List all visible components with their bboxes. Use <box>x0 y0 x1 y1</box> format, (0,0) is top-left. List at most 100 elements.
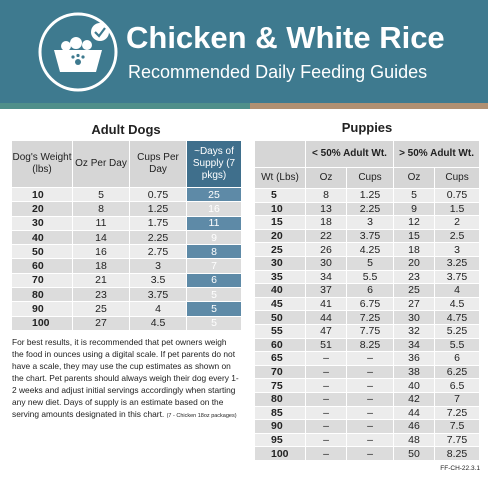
cell: 6.5 <box>435 379 480 392</box>
cell: 8 <box>306 189 346 202</box>
row: 10 13 2.25 9 1.5 <box>255 202 480 216</box>
cell: 5 <box>394 189 435 202</box>
row: 25 26 4.25 18 3 <box>255 243 480 256</box>
cell: – <box>306 379 346 392</box>
cell: 5 <box>347 256 394 270</box>
cell: 38 <box>394 365 435 379</box>
column-header: Oz <box>394 168 435 188</box>
cell: 9 <box>394 202 435 216</box>
cell: 8.25 <box>347 338 394 352</box>
cell: 50 <box>255 311 305 324</box>
cell: 2.25 <box>347 202 394 216</box>
cell: – <box>347 379 394 392</box>
cell: – <box>347 433 394 447</box>
cell: 7.5 <box>435 420 480 433</box>
cell: – <box>306 352 346 365</box>
cell: 16 <box>187 202 241 216</box>
cell: 25 <box>255 243 305 256</box>
cell: 9 <box>187 230 241 245</box>
cell: 25 <box>73 302 129 316</box>
cell: 18 <box>306 216 346 229</box>
cell: 35 <box>255 270 305 284</box>
cell: 34 <box>394 338 435 352</box>
row: 55 47 7.75 32 5.25 <box>255 324 480 338</box>
column-header: Dog's Weight (lbs) <box>12 141 72 187</box>
row: 50 16 2.75 8 <box>12 245 241 259</box>
cell: 5.5 <box>347 270 394 284</box>
cell: 46 <box>394 420 435 433</box>
cell: 21 <box>73 273 129 288</box>
cell: 3.5 <box>130 273 186 288</box>
cell: 25 <box>187 188 241 202</box>
cell: – <box>347 365 394 379</box>
row: 65– –36 6 <box>255 352 480 365</box>
column-header: Cups Per Day <box>130 141 186 187</box>
row: 5 8 1.25 5 0.75 <box>255 189 480 202</box>
cell: 11 <box>187 216 241 230</box>
cell: 22 <box>306 229 346 243</box>
cell: 30 <box>306 256 346 270</box>
bowl-icon <box>38 12 118 92</box>
row: 20 8 1.25 16 <box>12 202 241 216</box>
puppies-table: < 50% Adult Wt. > 50% Adult Wt. Wt (Lbs) Oz… <box>254 140 480 461</box>
note: For best results, it is recommended that… <box>12 336 240 422</box>
cell: 85 <box>255 406 305 420</box>
cell: 36 <box>394 352 435 365</box>
cell: 60 <box>255 338 305 352</box>
row: 80 23 3.75 5 <box>12 288 241 302</box>
row: 70– –38 6.25 <box>255 365 480 379</box>
cell: 14 <box>73 230 129 245</box>
cell: – <box>306 433 346 447</box>
row: 35 34 5.5 23 3.75 <box>255 270 480 284</box>
cell: 6 <box>187 273 241 288</box>
cell: – <box>306 365 346 379</box>
cell: 2 <box>435 216 480 229</box>
cell: – <box>306 447 346 460</box>
cell: – <box>347 352 394 365</box>
cell: 8.25 <box>435 447 480 460</box>
group-row: < 50% Adult Wt. > 50% Adult Wt. <box>255 141 480 167</box>
cell: 27 <box>73 316 129 330</box>
cell: 48 <box>394 433 435 447</box>
row: 40 37 6 25 4 <box>255 284 480 297</box>
cell: 7.75 <box>435 433 480 447</box>
cell: 4.5 <box>130 316 186 330</box>
cell: 5 <box>255 189 305 202</box>
section-title: Adult Dogs <box>91 122 161 137</box>
cell: 13 <box>306 202 346 216</box>
subtitle: Recommended Daily Feeding Guides <box>128 62 428 82</box>
row: 85– –44 7.25 <box>255 406 480 420</box>
title: Chicken & White Rice <box>126 20 445 55</box>
cell: 5 <box>187 302 241 316</box>
cell: 50 <box>12 245 72 259</box>
cell: – <box>347 420 394 433</box>
cell: 6.25 <box>435 365 480 379</box>
column-header: ~Days of Supply (7 pkgs) <box>187 141 241 187</box>
cell: – <box>347 392 394 406</box>
cell: 3.25 <box>435 256 480 270</box>
cell: 4.5 <box>435 297 480 311</box>
cell: 4.25 <box>347 243 394 256</box>
column-header: Wt (Lbs) <box>255 168 305 188</box>
cell: 8 <box>187 245 241 259</box>
blank <box>255 141 305 167</box>
cell: 70 <box>255 365 305 379</box>
adult-table: Dog's Weight (lbs) Oz Per Day Cups Per Day… <box>11 140 242 331</box>
cell: 6.75 <box>347 297 394 311</box>
cell: 40 <box>255 284 305 297</box>
row: 100 27 4.5 5 <box>12 316 241 330</box>
cell: 23 <box>73 288 129 302</box>
cell: 37 <box>306 284 346 297</box>
cell: 7.75 <box>347 324 394 338</box>
cell: 65 <box>255 352 305 365</box>
row: 95– –48 7.75 <box>255 433 480 447</box>
cell: 23 <box>394 270 435 284</box>
cell: 30 <box>394 311 435 324</box>
row: 30 11 1.75 11 <box>12 216 241 230</box>
cell: 60 <box>12 259 72 273</box>
cell: 100 <box>255 447 305 460</box>
cell: – <box>306 406 346 420</box>
cell: 10 <box>12 188 72 202</box>
cell: 50 <box>394 447 435 460</box>
cell: 5.5 <box>435 338 480 352</box>
